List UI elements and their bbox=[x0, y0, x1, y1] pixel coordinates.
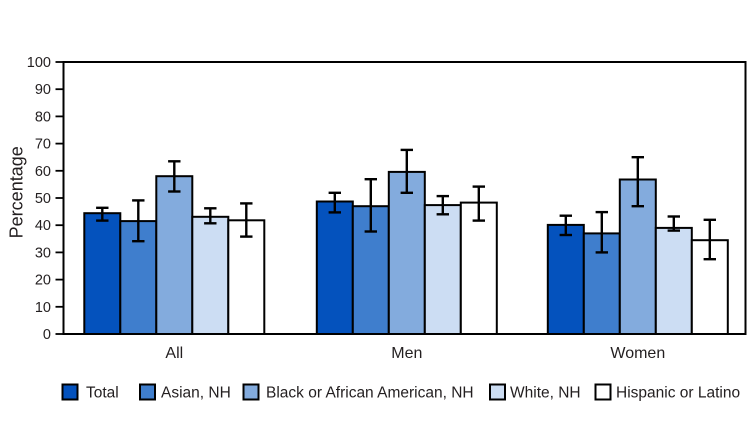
svg-text:White, NH: White, NH bbox=[510, 385, 581, 402]
svg-text:Total: Total bbox=[86, 385, 119, 402]
svg-text:20: 20 bbox=[35, 273, 51, 289]
svg-text:90: 90 bbox=[35, 82, 51, 98]
svg-text:0: 0 bbox=[43, 327, 51, 343]
svg-text:40: 40 bbox=[35, 218, 51, 234]
svg-text:Percentage: Percentage bbox=[7, 146, 27, 238]
svg-text:50: 50 bbox=[35, 191, 51, 207]
svg-text:60: 60 bbox=[35, 164, 51, 180]
svg-text:80: 80 bbox=[35, 109, 51, 125]
svg-text:100: 100 bbox=[27, 55, 51, 71]
svg-text:Hispanic or Latino: Hispanic or Latino bbox=[616, 385, 740, 402]
svg-text:Asian, NH: Asian, NH bbox=[161, 385, 231, 402]
svg-text:70: 70 bbox=[35, 137, 51, 153]
svg-text:Women: Women bbox=[610, 345, 665, 362]
svg-text:Black or African American, NH: Black or African American, NH bbox=[266, 385, 474, 402]
svg-text:30: 30 bbox=[35, 245, 51, 261]
svg-text:Men: Men bbox=[391, 345, 422, 362]
svg-text:10: 10 bbox=[35, 300, 51, 316]
svg-text:All: All bbox=[165, 345, 183, 362]
